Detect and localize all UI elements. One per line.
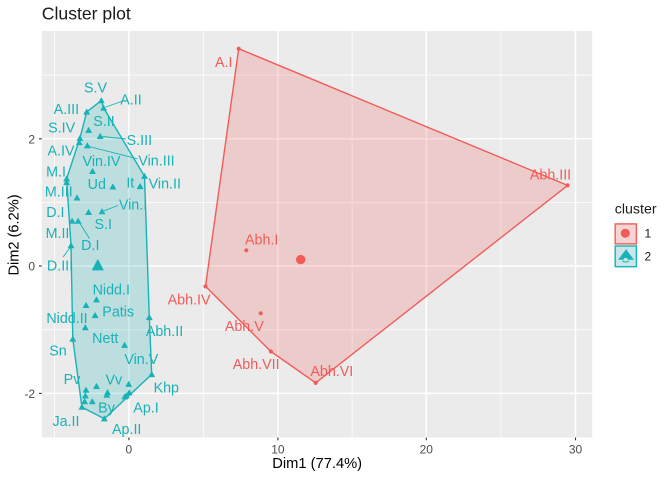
svg-text:Pv: Pv [64,372,82,388]
svg-text:Vv: Vv [105,373,123,389]
svg-text:Ap.II: Ap.II [112,422,141,438]
svg-text:Abh.V: Abh.V [225,319,264,335]
svg-text:30: 30 [569,442,583,456]
svg-text:It: It [126,175,134,191]
svg-text:Nett: Nett [92,331,118,347]
svg-text:S.V: S.V [84,81,108,97]
svg-text:20: 20 [420,442,434,456]
svg-text:Cluster plot: Cluster plot [42,4,131,24]
svg-text:cluster: cluster [615,202,657,218]
svg-text:0: 0 [28,259,35,273]
svg-text:Abh.II: Abh.II [146,324,183,340]
svg-text:Abh.VI: Abh.VI [310,364,353,380]
svg-text:S.I: S.I [95,217,112,233]
svg-text:S.III: S.III [127,133,152,149]
svg-text:Vin.V: Vin.V [124,352,158,368]
svg-text:Vin.III: Vin.III [138,153,174,169]
svg-text:Vin.IV: Vin.IV [83,154,121,170]
svg-text:S.IV: S.IV [48,121,75,137]
svg-text:S.II: S.II [93,114,114,130]
svg-text:M.I: M.I [46,165,66,181]
svg-text:M.III: M.III [45,184,73,200]
svg-text:Abh.IV: Abh.IV [168,293,211,309]
svg-text:D.I: D.I [81,238,99,254]
svg-text:Sn: Sn [49,344,67,360]
svg-text:2: 2 [28,132,35,146]
svg-text:Ud: Ud [88,177,106,193]
svg-text:Vin.II: Vin.II [149,177,181,193]
svg-text:1: 1 [645,226,652,240]
svg-text:Abh.I: Abh.I [245,233,278,249]
svg-text:Dim2 (6.2%): Dim2 (6.2%) [6,194,22,275]
svg-text:Nidd.I: Nidd.I [93,282,130,298]
svg-text:By: By [98,401,116,417]
svg-text:Abh.VII: Abh.VII [233,357,280,373]
svg-text:Ja.II: Ja.II [52,414,79,430]
svg-text:A.III: A.III [54,102,79,118]
svg-text:D.III: D.III [47,259,73,275]
svg-text:Dim1 (77.4%): Dim1 (77.4%) [272,456,362,472]
svg-text:Patis: Patis [102,305,134,321]
svg-text:A.I: A.I [215,55,232,71]
svg-text:Vin.I: Vin.I [119,198,147,214]
svg-text:Nidd.II: Nidd.II [46,311,87,327]
svg-text:Ap.I: Ap.I [133,401,158,417]
svg-text:Abh.III: Abh.III [530,168,571,184]
svg-text:A.IV: A.IV [47,144,74,160]
svg-text:D.I: D.I [46,205,64,221]
svg-text:M.II: M.II [46,226,70,242]
svg-text:Khp: Khp [154,381,179,397]
svg-text:10: 10 [271,442,285,456]
svg-text:A.II: A.II [120,93,141,109]
svg-text:-2: -2 [24,387,35,401]
svg-text:0: 0 [126,442,133,456]
svg-text:2: 2 [645,250,652,264]
